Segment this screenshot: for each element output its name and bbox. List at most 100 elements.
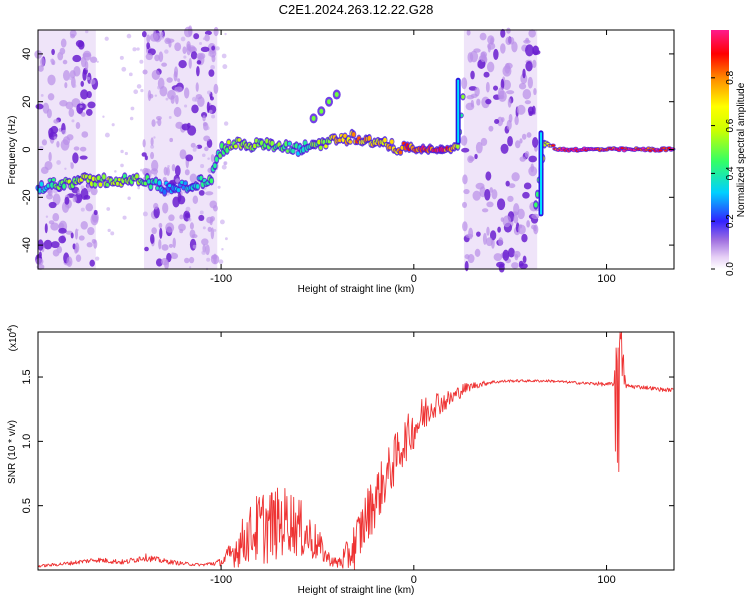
- noise-speckle: [505, 180, 510, 187]
- noise-speckle: [208, 69, 215, 77]
- noise-speckle: [79, 105, 83, 108]
- noise-speckle: [210, 227, 215, 240]
- noise-speckle: [184, 213, 190, 218]
- noise-speckle: [199, 210, 204, 215]
- noise-speckle: [178, 223, 186, 232]
- noise-speckle: [174, 86, 183, 93]
- noise-speckle: [159, 227, 163, 239]
- noise-speckle: [211, 254, 218, 260]
- noise-speckle: [209, 96, 214, 101]
- noise-speckle: [522, 191, 530, 199]
- noise-speckle: [82, 69, 87, 81]
- noise-speckle: [185, 206, 191, 212]
- noise-speckle: [192, 147, 197, 152]
- noise-speckle: [177, 192, 182, 203]
- noise-speckle: [511, 262, 519, 269]
- noise-speckle: [80, 185, 85, 190]
- y-tick-label: -40: [21, 237, 33, 253]
- ridge-point: [195, 184, 200, 189]
- snr-x-tick-label: -100: [210, 574, 232, 586]
- noise-speckle: [150, 168, 159, 175]
- noise-speckle: [213, 228, 217, 232]
- noise-speckle: [50, 241, 60, 249]
- ridge-point: [91, 176, 96, 182]
- noise-speckle: [474, 153, 478, 160]
- noise-speckle: [490, 37, 494, 45]
- noise-speckle: [77, 189, 81, 195]
- noise-speckle: [60, 139, 70, 151]
- side-feature-core: [334, 92, 339, 98]
- ridge-point: [51, 178, 56, 182]
- noise-speckle: [177, 78, 181, 83]
- ridge-point: [96, 175, 101, 181]
- noise-speckle: [80, 220, 88, 230]
- noise-speckle: [225, 237, 228, 241]
- noise-speckle: [142, 211, 148, 217]
- noise-speckle: [153, 172, 158, 177]
- noise-speckle: [211, 45, 216, 51]
- ridge-point: [62, 183, 66, 189]
- noise-speckle: [183, 55, 187, 59]
- noise-speckle: [75, 254, 82, 262]
- noise-speckle: [86, 242, 93, 248]
- noise-speckle: [168, 116, 172, 119]
- noise-speckle: [188, 256, 195, 264]
- noise-speckle: [174, 165, 181, 177]
- ridge-point: [287, 141, 292, 146]
- snr-y-tick-label: 1.0: [21, 434, 33, 449]
- noise-speckle: [511, 172, 520, 182]
- ridge-point: [351, 132, 356, 137]
- noise-speckle: [144, 155, 148, 161]
- noise-speckle: [58, 235, 67, 244]
- noise-speckle: [150, 144, 155, 149]
- noise-speckle: [133, 89, 139, 95]
- ridge-point: [270, 140, 274, 147]
- noise-speckle: [522, 68, 526, 79]
- noise-speckle: [87, 101, 96, 109]
- noise-speckle: [71, 119, 75, 123]
- noise-speckle: [191, 104, 199, 114]
- noise-speckle: [165, 97, 169, 101]
- noise-speckle: [524, 150, 530, 158]
- noise-speckle: [136, 84, 142, 89]
- noise-speckle: [213, 26, 219, 37]
- noise-speckle: [524, 100, 531, 105]
- ridge-point: [102, 174, 106, 180]
- snr-x-tick-label: 0: [411, 574, 417, 586]
- noise-speckle: [41, 139, 48, 146]
- noise-speckle: [204, 30, 212, 36]
- noise-speckle: [137, 186, 141, 190]
- noise-speckle: [479, 32, 487, 41]
- noise-speckle: [76, 228, 79, 232]
- noise-speckle: [516, 104, 526, 115]
- noise-speckle: [528, 155, 538, 163]
- noise-speckle: [190, 51, 198, 60]
- noise-speckle: [154, 54, 160, 62]
- ridge-point: [199, 175, 203, 181]
- noise-speckle: [486, 201, 494, 208]
- noise-speckle: [91, 238, 97, 244]
- noise-speckle: [120, 163, 124, 168]
- noise-speckle: [59, 99, 68, 107]
- ridge-point: [168, 184, 172, 188]
- noise-speckle: [93, 209, 98, 216]
- noise-speckle: [522, 88, 532, 100]
- noise-speckle: [507, 247, 515, 258]
- noise-speckle: [85, 29, 89, 34]
- noise-speckle: [197, 96, 205, 107]
- noise-speckle: [104, 36, 109, 41]
- noise-speckle: [518, 260, 524, 267]
- y-tick-label: 40: [21, 48, 33, 60]
- noise-speckle: [507, 98, 512, 108]
- noise-speckle: [128, 72, 133, 77]
- noise-speckle: [210, 64, 215, 70]
- noise-speckle: [165, 222, 175, 233]
- noise-speckle: [188, 57, 192, 69]
- noise-speckle: [82, 50, 92, 61]
- noise-speckle: [80, 187, 89, 200]
- noise-speckle: [493, 253, 503, 262]
- noise-speckle: [219, 219, 225, 225]
- ridge-point: [225, 147, 229, 153]
- noise-speckle: [47, 93, 55, 101]
- noise-speckle: [202, 153, 206, 158]
